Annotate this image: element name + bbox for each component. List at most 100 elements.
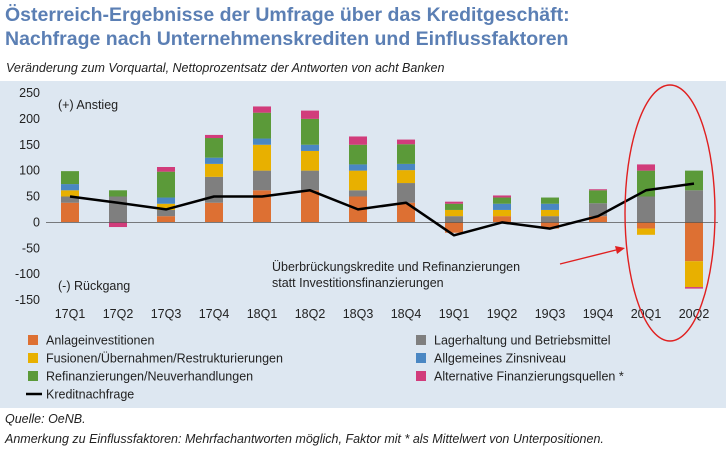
bar-segment bbox=[589, 190, 607, 204]
bar-segment bbox=[445, 209, 463, 217]
x-tick-label: 20Q2 bbox=[679, 307, 710, 321]
bar-segment bbox=[301, 190, 319, 223]
title-line-1: Österreich-Ergebnisse der Umfrage über d… bbox=[5, 4, 570, 26]
x-tick-label: 19Q2 bbox=[487, 307, 518, 321]
bar-segment bbox=[205, 138, 223, 158]
x-tick-label: 18Q4 bbox=[391, 307, 422, 321]
bar-segment bbox=[541, 216, 559, 223]
bar-segment bbox=[541, 203, 559, 210]
chart: 250 200 150 100 50 0 -50 -100 -150 17Q1 17Q2 17Q3 17… bbox=[15, 84, 718, 402]
bar-segment bbox=[637, 196, 655, 223]
bar-segment bbox=[589, 189, 607, 191]
bar-segment bbox=[61, 202, 79, 223]
bar-segment bbox=[445, 216, 463, 223]
y-tick-label: 200 bbox=[19, 112, 40, 126]
bar-segment bbox=[445, 222, 463, 233]
legend-label: Allgemeines Zinsniveau bbox=[434, 352, 566, 366]
bar-segment bbox=[253, 106, 271, 113]
bar-segment bbox=[157, 171, 175, 198]
annotation-increase: (+) Anstieg bbox=[58, 98, 118, 112]
bar-segment bbox=[109, 222, 127, 228]
bar-segment bbox=[253, 138, 271, 145]
bar-segment bbox=[157, 203, 175, 210]
bar-segment bbox=[637, 164, 655, 171]
bar-segment bbox=[541, 222, 559, 229]
y-tick-label: -150 bbox=[15, 293, 40, 307]
x-tick-label: 19Q1 bbox=[439, 307, 470, 321]
bar-segment bbox=[61, 196, 79, 203]
y-tick-label: -50 bbox=[22, 241, 40, 255]
bar-segment bbox=[397, 183, 415, 203]
x-tick-label: 18Q2 bbox=[295, 307, 326, 321]
legend-label: Alternative Finanzierungsquellen * bbox=[434, 370, 624, 384]
bar-segment bbox=[493, 197, 511, 204]
bar-segment bbox=[685, 261, 703, 288]
x-tick-label: 20Q1 bbox=[631, 307, 662, 321]
legend-swatch bbox=[28, 335, 38, 345]
bar-segment bbox=[157, 216, 175, 223]
bar-segment bbox=[61, 190, 79, 197]
line-kreditnachfrage bbox=[69, 182, 695, 237]
bar-segment bbox=[397, 163, 415, 171]
bar-segment bbox=[301, 170, 319, 191]
bar-segment bbox=[349, 190, 367, 197]
x-tick-label: 18Q3 bbox=[343, 307, 374, 321]
legend-swatch bbox=[416, 371, 426, 381]
bar-segment bbox=[253, 144, 271, 171]
x-tick-label: 19Q3 bbox=[535, 307, 566, 321]
legend-label: Fusionen/Übernahmen/Restrukturierungen bbox=[46, 352, 283, 366]
bar-segment bbox=[685, 222, 703, 262]
bar-segment bbox=[253, 170, 271, 191]
bar-segment bbox=[349, 144, 367, 165]
bar-segment bbox=[349, 136, 367, 145]
legend-label: Refinanzierungen/Neuverhandlungen bbox=[46, 370, 253, 384]
y-tick-label: -100 bbox=[15, 267, 40, 281]
bar-segment bbox=[493, 203, 511, 210]
bar-segment bbox=[637, 228, 655, 235]
legend-label: Anlageinvestitionen bbox=[46, 334, 154, 348]
bar-segment bbox=[589, 216, 607, 223]
callout-text-line-2: statt Investitionsfinanzierungen bbox=[272, 276, 444, 290]
y-tick-label: 250 bbox=[19, 86, 40, 100]
bar-segment bbox=[301, 110, 319, 119]
legend-label: Lagerhaltung und Betriebsmittel bbox=[434, 334, 611, 348]
y-tick-label: 150 bbox=[19, 138, 40, 152]
bar-segment bbox=[541, 209, 559, 217]
bar-segment bbox=[301, 144, 319, 151]
callout-text-line-1: Überbrückungskredite und Refinanzierunge… bbox=[272, 260, 520, 274]
bar-segment bbox=[493, 195, 511, 198]
x-tick-label: 19Q4 bbox=[583, 307, 614, 321]
x-tick-label: 18Q1 bbox=[247, 307, 278, 321]
y-tick-label: 50 bbox=[26, 190, 40, 204]
highlight-ellipse bbox=[624, 84, 716, 342]
bar-segment bbox=[253, 190, 271, 223]
bar-segment bbox=[685, 190, 703, 223]
bar-segment bbox=[349, 170, 367, 191]
bar-segment bbox=[205, 157, 223, 164]
chart-panel bbox=[0, 81, 726, 408]
bar-segment bbox=[61, 171, 79, 185]
legend-swatch bbox=[28, 353, 38, 363]
bar-segment bbox=[685, 287, 703, 289]
bar-segment bbox=[589, 203, 607, 217]
bar-segment bbox=[445, 203, 463, 210]
x-tick-label: 17Q2 bbox=[103, 307, 134, 321]
bar-segment bbox=[541, 197, 559, 204]
bar-segment bbox=[157, 209, 175, 217]
bar-segment bbox=[397, 144, 415, 164]
title-line-2: Nachfrage nach Unternehmenskrediten und … bbox=[5, 28, 569, 50]
legend-swatch bbox=[416, 335, 426, 345]
bar-segment bbox=[637, 222, 655, 229]
bar-segment bbox=[493, 216, 511, 223]
bar-segment bbox=[109, 190, 127, 197]
bar-segment bbox=[685, 170, 703, 191]
y-tick-label: 0 bbox=[33, 215, 40, 229]
bar-segment bbox=[109, 196, 127, 223]
legend-swatch bbox=[28, 371, 38, 381]
bar-segment bbox=[157, 197, 175, 204]
source-note: Quelle: OeNB. bbox=[5, 412, 86, 426]
bar-segment bbox=[205, 202, 223, 223]
bar-segment bbox=[205, 163, 223, 177]
callout-arrow-line bbox=[559, 249, 617, 265]
